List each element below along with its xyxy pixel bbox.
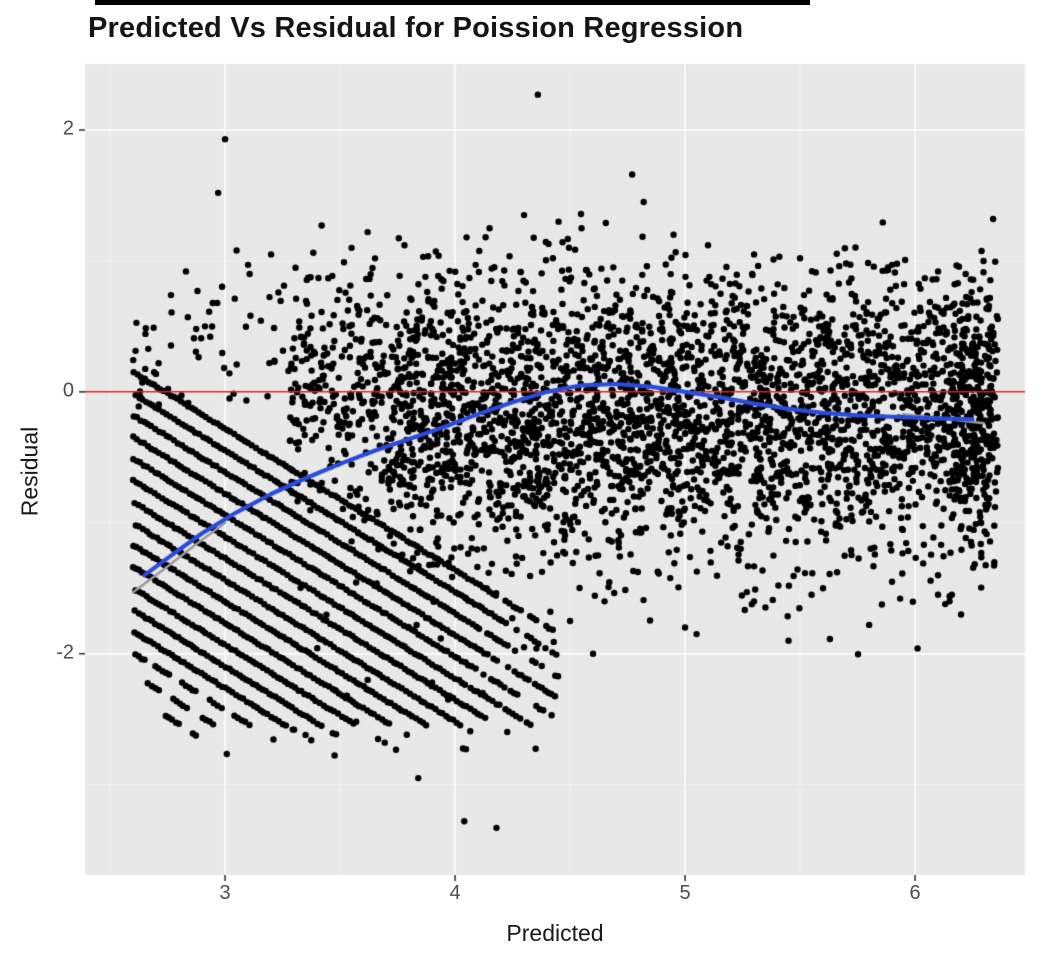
x-tick-label: 5 [679,882,691,904]
y-tick-label: -2 [56,641,74,664]
x-axis-title: Predicted [506,920,604,946]
y-tick-label: 2 [62,117,74,140]
x-tick-label: 6 [909,882,921,904]
x-tick-label: 3 [219,882,231,904]
x-tick-label: 4 [449,882,461,904]
y-tick-label: 0 [62,379,74,402]
y-axis-title: Residual [16,426,43,517]
